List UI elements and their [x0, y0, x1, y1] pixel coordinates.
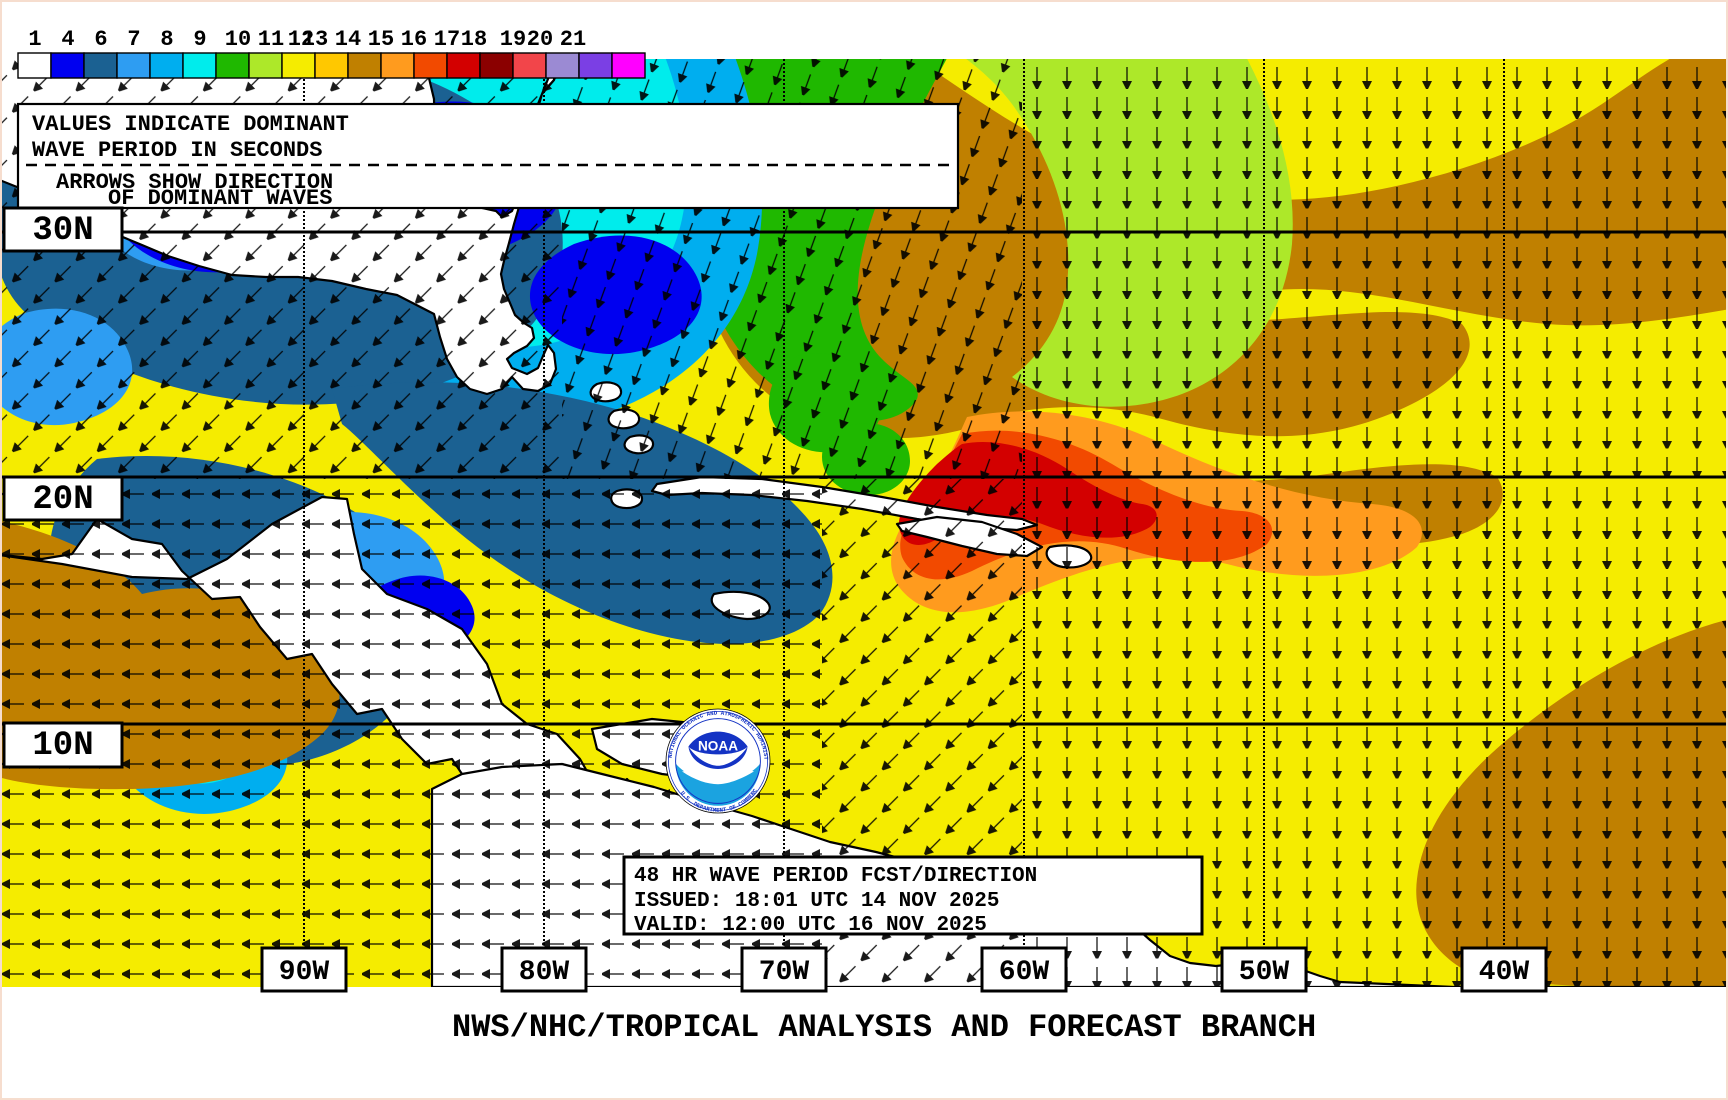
- svg-text:17: 17: [434, 27, 460, 52]
- svg-text:21: 21: [560, 27, 586, 52]
- svg-text:WAVE PERIOD IN SECONDS: WAVE PERIOD IN SECONDS: [32, 138, 322, 163]
- svg-text:60W: 60W: [999, 957, 1050, 988]
- svg-text:19: 19: [500, 27, 526, 52]
- svg-text:9: 9: [193, 27, 206, 52]
- svg-text:70W: 70W: [759, 957, 810, 988]
- svg-text:ISSUED: 18:01 UTC 14 NOV 2025: ISSUED: 18:01 UTC 14 NOV 2025: [634, 890, 999, 913]
- svg-text:VALUES INDICATE DOMINANT: VALUES INDICATE DOMINANT: [32, 112, 349, 137]
- svg-text:30N: 30N: [32, 212, 93, 250]
- svg-text:50W: 50W: [1239, 957, 1290, 988]
- svg-text:80W: 80W: [519, 957, 570, 988]
- svg-text:6: 6: [94, 27, 107, 52]
- svg-text:VALID: 12:00 UTC 16 NOV 2025: VALID: 12:00 UTC 16 NOV 2025: [634, 914, 987, 937]
- svg-text:10: 10: [225, 27, 251, 52]
- svg-text:15: 15: [368, 27, 394, 52]
- svg-text:20: 20: [527, 27, 553, 52]
- svg-text:11: 11: [258, 27, 284, 52]
- svg-text:OF DOMINANT WAVES: OF DOMINANT WAVES: [108, 186, 332, 211]
- svg-text:40W: 40W: [1479, 957, 1530, 988]
- svg-text:1: 1: [28, 27, 41, 52]
- svg-text:20N: 20N: [32, 481, 93, 519]
- svg-text:8: 8: [160, 27, 173, 52]
- svg-text:48 HR WAVE PERIOD FCST/DIRECTI: 48 HR WAVE PERIOD FCST/DIRECTION: [634, 865, 1037, 888]
- svg-text:14: 14: [335, 27, 361, 52]
- svg-text:NWS/NHC/TROPICAL ANALYSIS AND: NWS/NHC/TROPICAL ANALYSIS AND FORECAST B…: [452, 1009, 1316, 1046]
- svg-text:13: 13: [302, 27, 328, 52]
- svg-text:NOAA: NOAA: [698, 739, 738, 754]
- svg-text:10N: 10N: [32, 727, 93, 765]
- svg-text:16: 16: [401, 27, 427, 52]
- svg-text:18: 18: [461, 27, 487, 52]
- svg-text:4: 4: [61, 27, 74, 52]
- svg-text:7: 7: [127, 27, 140, 52]
- svg-text:90W: 90W: [279, 957, 330, 988]
